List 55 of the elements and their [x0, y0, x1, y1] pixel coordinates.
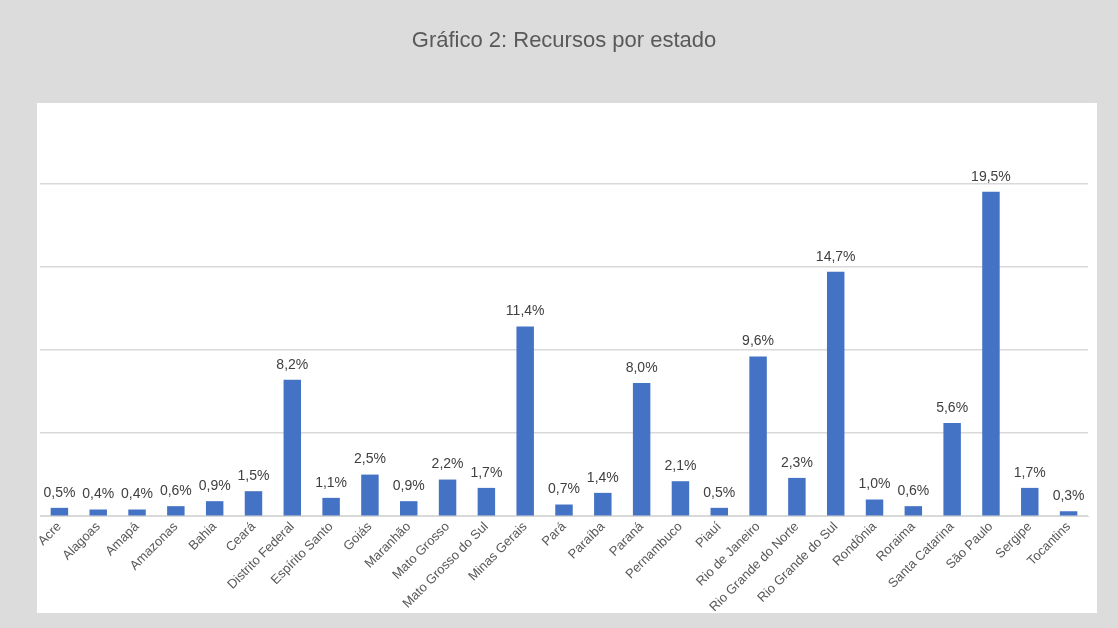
- bar: [710, 507, 728, 516]
- data-label: 1,7%: [470, 463, 503, 480]
- bar: [283, 379, 302, 516]
- bar: [594, 492, 612, 516]
- bar: [205, 501, 224, 516]
- data-label: 11,4%: [505, 302, 545, 319]
- data-label: 8,2%: [276, 355, 309, 372]
- data-label: 1,7%: [1013, 463, 1046, 480]
- bar: [322, 497, 340, 516]
- data-label: 1,5%: [237, 467, 270, 484]
- chart-title: Gráfico 2: Recursos por estado: [411, 27, 717, 53]
- data-label: 0,5%: [703, 483, 736, 500]
- bar: [361, 474, 379, 516]
- data-label: 1,1%: [315, 473, 348, 490]
- data-label: 19,5%: [971, 167, 1011, 184]
- bar: [516, 326, 534, 516]
- bar: [244, 491, 263, 516]
- bar: [749, 356, 767, 516]
- bar: [167, 506, 185, 516]
- bar: [89, 509, 107, 516]
- data-label: 2,2%: [431, 455, 464, 472]
- bar: [400, 501, 418, 516]
- bar: [826, 271, 845, 516]
- data-label: 1,0%: [858, 475, 891, 492]
- bar: [865, 499, 884, 516]
- data-label: 0,4%: [82, 485, 115, 502]
- data-label: 2,5%: [353, 450, 386, 467]
- bar: [1059, 511, 1078, 516]
- data-label: 5,6%: [936, 398, 969, 415]
- data-label: 0,5%: [43, 483, 76, 500]
- data-label: 0,6%: [897, 482, 930, 499]
- bar: [128, 509, 146, 516]
- bar: [438, 479, 457, 516]
- data-label: 0,3%: [1052, 487, 1085, 504]
- bar: [555, 504, 573, 516]
- data-label: 8,0%: [625, 358, 658, 375]
- data-label: 9,6%: [742, 332, 775, 349]
- data-label: 2,3%: [780, 453, 813, 470]
- data-label: 2,1%: [664, 457, 697, 474]
- data-label: 1,4%: [586, 468, 619, 485]
- data-label: 14,7%: [815, 247, 856, 264]
- bar: [632, 383, 651, 516]
- bar: [943, 423, 961, 516]
- data-label: 0,9%: [198, 477, 231, 494]
- bar: [477, 487, 496, 516]
- bar: [904, 506, 923, 516]
- data-label: 0,4%: [121, 485, 153, 502]
- bar: [50, 507, 69, 516]
- data-label: 0,7%: [548, 480, 580, 497]
- bar: [1021, 487, 1039, 516]
- bar: [788, 477, 806, 516]
- data-label: 0,6%: [159, 482, 192, 499]
- data-label: 0,9%: [392, 477, 425, 494]
- bar: [671, 481, 690, 516]
- bar: [982, 191, 1000, 516]
